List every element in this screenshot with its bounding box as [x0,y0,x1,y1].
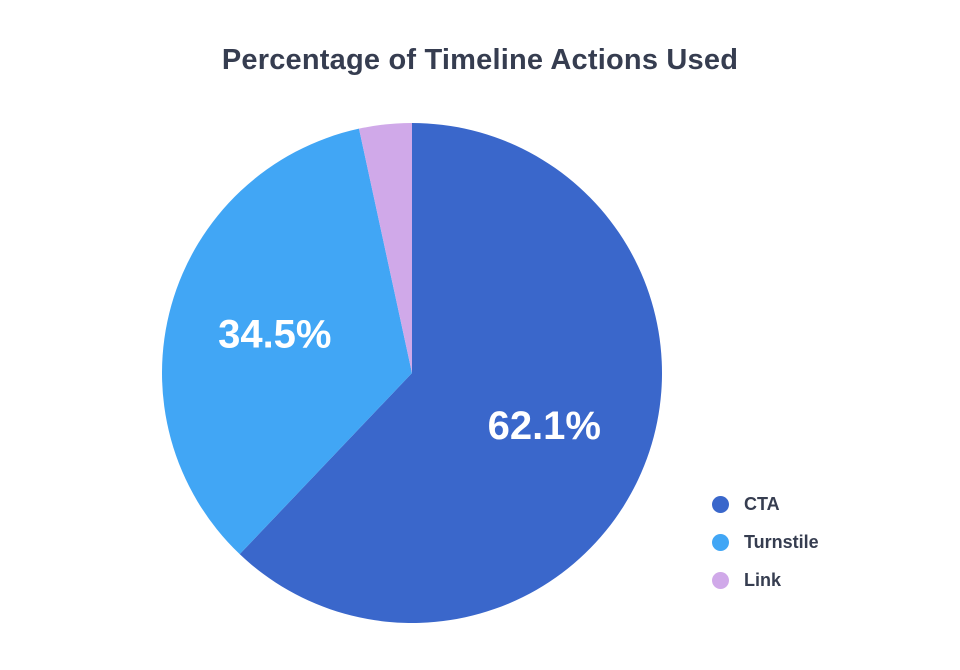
legend: CTA Turnstile Link [712,495,819,589]
legend-swatch-cta-icon [712,495,729,513]
pie-slice-turnstile[interactable] [161,128,412,555]
pie-slice-cta[interactable] [239,123,663,623]
legend-label-cta: CTA [744,494,780,514]
chart-title: Percentage of Timeline Actions Used [221,44,739,76]
legend-swatch-link-icon [712,571,729,589]
legend-label-turnstile: Turnstile [744,532,819,552]
legend-swatch-turnstile-icon [712,533,729,551]
legend-item-cta[interactable]: CTA [712,495,819,513]
pie-slice-label-turnstile: 34.5% [218,313,331,357]
pie-slice-label-cta: 62.1% [488,404,601,448]
legend-item-link[interactable]: Link [712,571,819,589]
pie-slice-link[interactable] [359,123,412,373]
legend-label-link: Link [744,570,782,590]
legend-item-turnstile[interactable]: Turnstile [712,533,819,551]
